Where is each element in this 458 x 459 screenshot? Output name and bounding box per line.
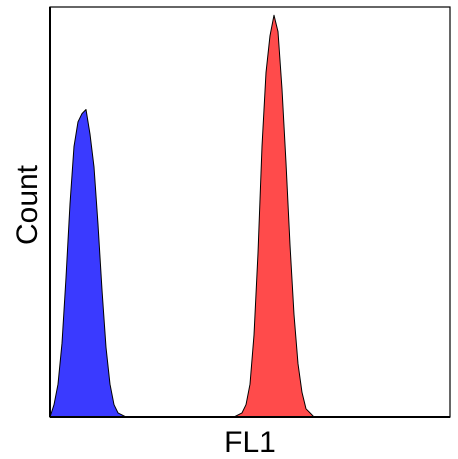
histogram-series-2: [229, 14, 331, 418]
x-axis-label: FL1: [224, 426, 276, 459]
plot-frame: [49, 6, 451, 418]
series-layer: [49, 14, 331, 418]
y-axis-label: Count: [11, 164, 44, 245]
histogram-series-1: [49, 109, 151, 418]
